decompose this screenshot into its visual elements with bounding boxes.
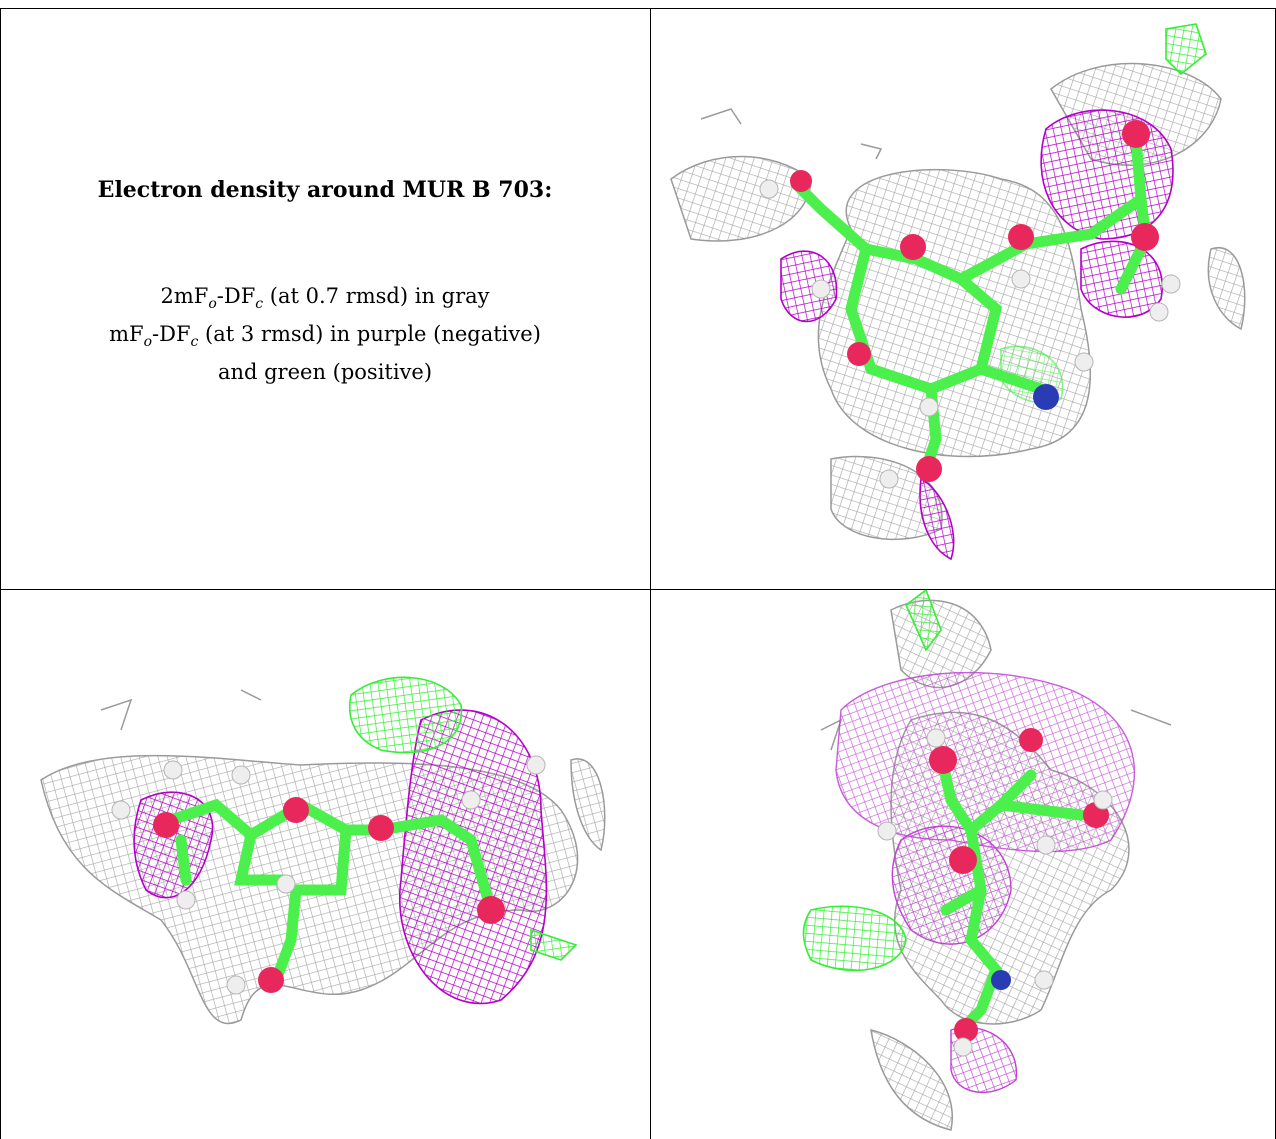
caption-text: 2mFo-DFc (at 0.7 rmsd) in gray mFo-DFc (… [1, 281, 649, 387]
ligand-atoms [759, 120, 1181, 489]
table-top-border [0, 8, 1276, 9]
ligand-bonds [935, 749, 1087, 1036]
caption-line-2mfo: 2mFo-DFc (at 0.7 rmsd) in gray [160, 284, 490, 313]
green-density-mesh [802, 590, 942, 972]
table-row-divider [0, 589, 1276, 590]
caption-cell: Electron density around MUR B 703: 2mFo-… [1, 9, 649, 589]
green-density-mesh [349, 676, 578, 961]
table-middle-divider [650, 8, 651, 1139]
ligand-atoms [877, 728, 1113, 1057]
caption-title: Electron density around MUR B 703: [97, 177, 553, 203]
table-left-border [0, 8, 1, 1139]
caption-line-green: and green (positive) [217, 360, 433, 385]
ligand-bonds [165, 798, 497, 986]
density-view-bottom-right [651, 590, 1275, 1139]
density-view-top-right [651, 9, 1275, 589]
ligand-bonds [790, 133, 1152, 475]
caption-line-mfo: mFo-DFc (at 3 rmsd) in purple (negative) [109, 322, 541, 351]
density-image [40, 676, 606, 1025]
ligand-atoms [111, 755, 546, 995]
density-image [802, 590, 1172, 1131]
density-view-bottom-left [1, 590, 649, 1139]
density-image [670, 23, 1246, 561]
